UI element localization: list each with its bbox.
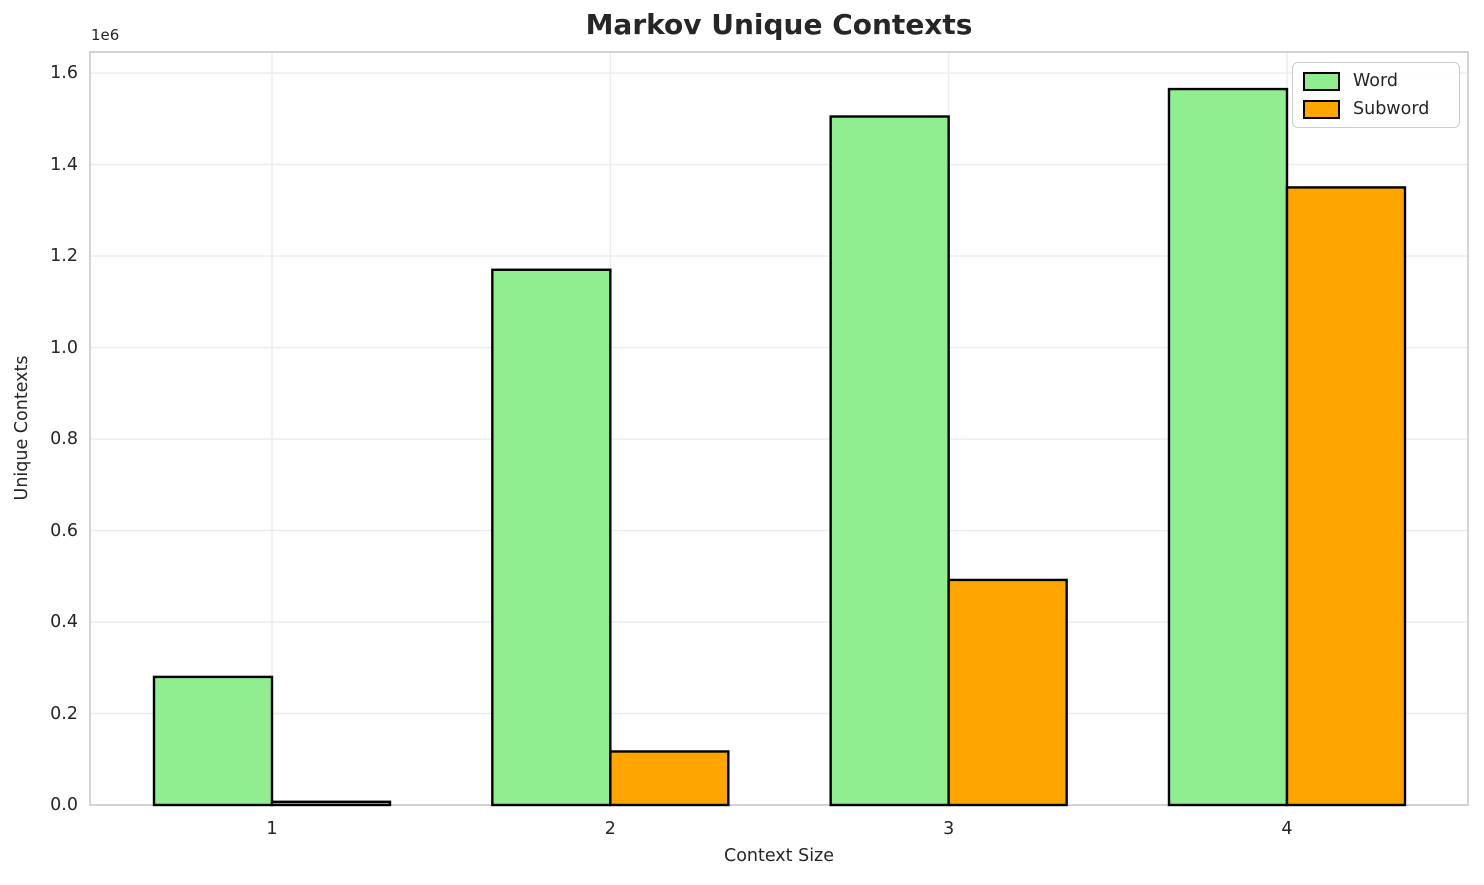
bar-word-1 [152,675,274,807]
bar-subword-3 [947,578,1068,807]
bar-subword-1 [270,800,392,807]
x-tick-label-2: 2 [604,819,616,839]
legend-label-word: Word [1353,71,1398,91]
x-tick-label-1: 1 [266,819,278,839]
bar-word-3 [829,115,950,807]
y-tick-label: 0.4 [50,612,78,632]
y-tick-label: 1.6 [50,63,78,84]
legend-item-word: Word [1303,71,1449,91]
legend-swatch-subword [1303,99,1340,119]
y-axis-offset-label: 1e6 [91,26,120,44]
y-tick-label: 0.2 [50,703,78,724]
chart-title: Markov Unique Contexts [585,8,973,41]
y-tick-label: 0.8 [50,429,78,450]
x-axis-label: Context Size [723,846,835,866]
y-tick-label: 0.0 [50,795,78,815]
bar-subword-2 [609,750,730,807]
legend-item-subword: Subword [1303,99,1449,119]
x-tick-label-3: 3 [943,819,955,839]
legend-label-subword: Subword [1353,99,1430,119]
y-tick-label: 1.2 [50,246,78,267]
x-tick-label-4: 4 [1281,819,1293,839]
y-tick-label: 1.0 [50,337,78,358]
bar-word-2 [491,268,612,807]
legend-swatch-word [1303,71,1340,91]
bar-subword-4 [1285,186,1407,807]
bar-word-4 [1167,87,1289,807]
y-tick-label: 0.6 [50,520,78,541]
legend: Word Subword [1292,62,1460,128]
axes-spines [89,51,1469,806]
y-tick-label: 1.4 [50,154,78,175]
